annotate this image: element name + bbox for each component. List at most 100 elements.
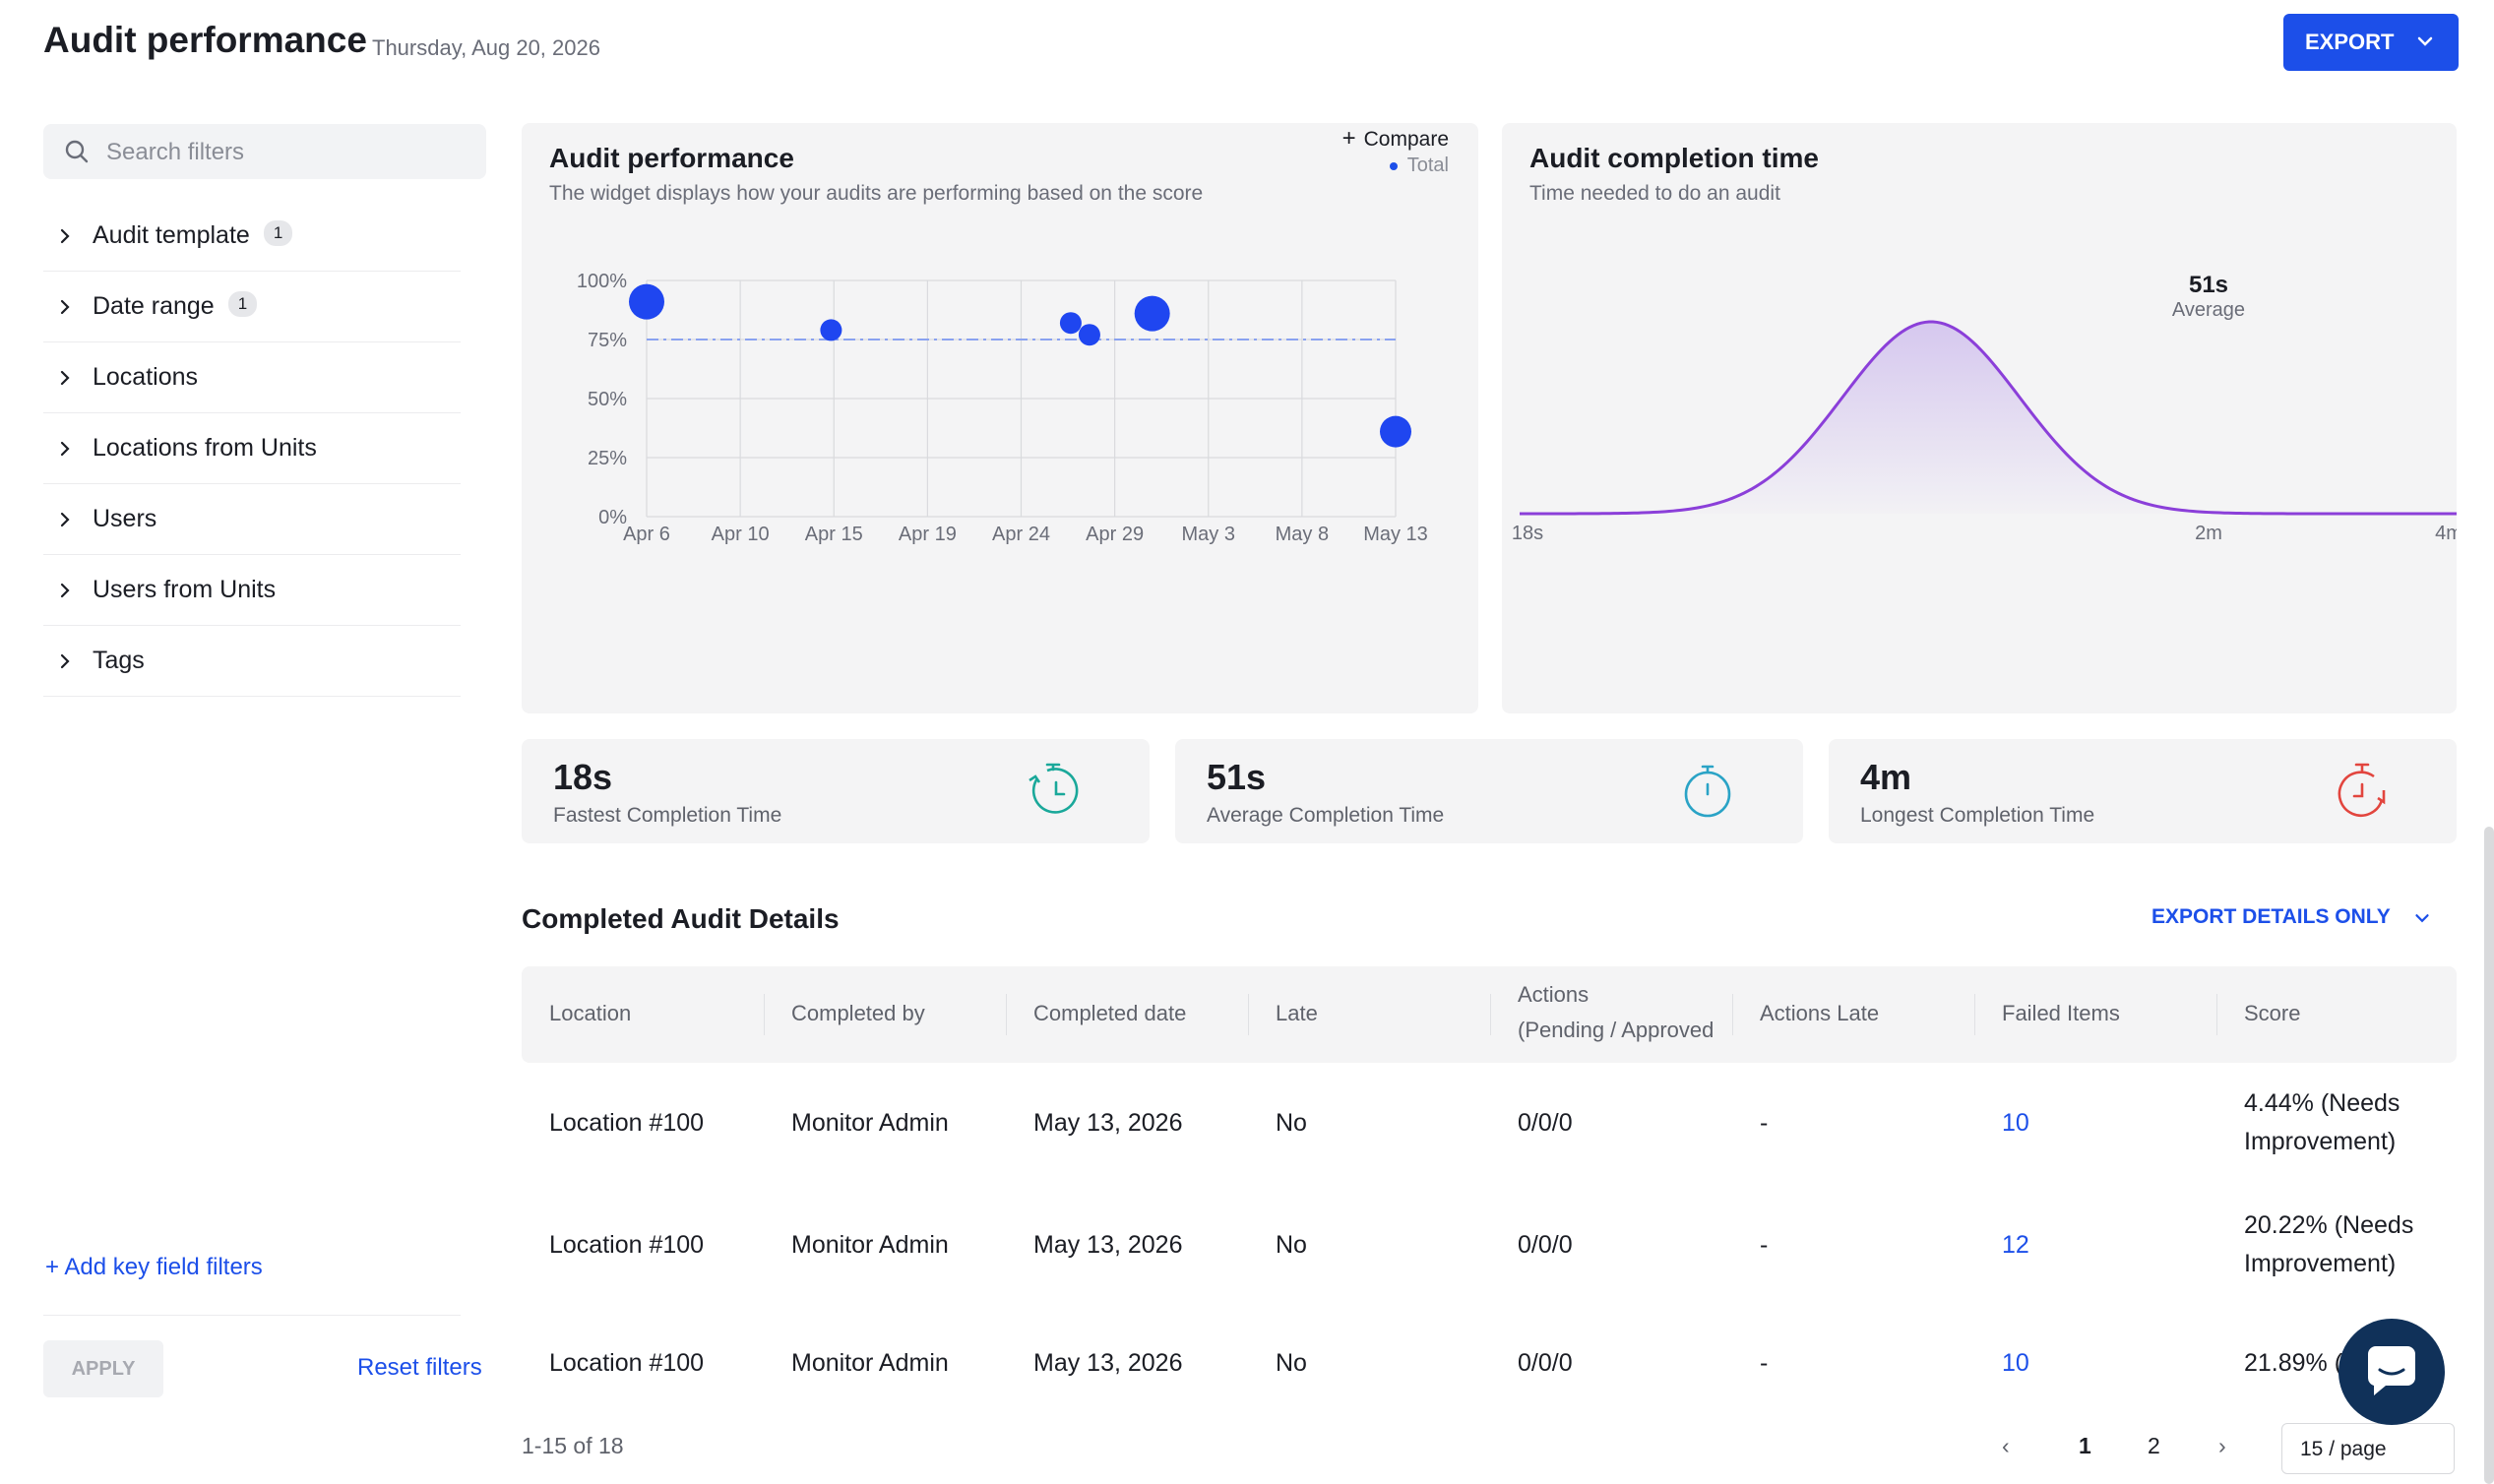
column-divider (1490, 994, 1491, 1035)
column-header[interactable]: Location (549, 1001, 632, 1025)
page-1-button[interactable]: 1 (2079, 1433, 2091, 1458)
distribution-area (1520, 322, 2457, 514)
peak-value-label: 51s (2189, 272, 2228, 298)
filter-item-date-range[interactable]: Date range 1 (43, 272, 461, 342)
page-size-value: 15 / page (2300, 1438, 2387, 1460)
filter-label: Locations from Units (93, 434, 317, 463)
table-cell: Monitor Admin (791, 1349, 949, 1377)
reset-filters-link[interactable]: Reset filters (357, 1354, 482, 1381)
table-cell[interactable]: 10 (2002, 1109, 2029, 1137)
compare-label: Compare (1363, 128, 1449, 151)
stat-label: Fastest Completion Time (553, 804, 782, 827)
table-cell: No (1276, 1349, 1307, 1377)
filter-item-tags[interactable]: Tags (43, 626, 461, 697)
stat-label: Average Completion Time (1207, 804, 1445, 827)
column-header[interactable]: Completed date (1033, 1001, 1187, 1025)
x-tick-label: Apr 24 (992, 524, 1050, 545)
scrollbar[interactable] (2484, 827, 2494, 1484)
table-cell: May 13, 2026 (1033, 1109, 1183, 1137)
y-tick-label: 75% (588, 330, 627, 351)
filter-item-locations[interactable]: Locations (43, 342, 461, 413)
stat-label: Longest Completion Time (1860, 804, 2095, 827)
widget-subtitle: The widget displays how your audits are … (549, 182, 1204, 205)
filter-label: Date range 1 (93, 291, 258, 321)
table-cell: Monitor Admin (791, 1231, 949, 1259)
add-key-field-filters-link[interactable]: + Add key field filters (45, 1254, 263, 1280)
filter-label: Users (93, 505, 156, 533)
column-header[interactable]: Completed by (791, 1001, 925, 1025)
table-cell: - (1760, 1349, 1769, 1377)
x-tick-label: May 13 (1363, 524, 1428, 545)
chat-button[interactable] (2338, 1319, 2445, 1425)
export-button[interactable]: EXPORT (2283, 14, 2459, 71)
x-tick-label: Apr 6 (623, 524, 670, 545)
column-header[interactable]: Score (2244, 1001, 2301, 1025)
export-button-label: EXPORT (2305, 30, 2395, 54)
table-cell: No (1276, 1109, 1307, 1137)
chevron-right-icon (60, 583, 70, 598)
data-point[interactable] (1134, 295, 1170, 332)
chevron-right-icon (60, 299, 70, 315)
pagination-range: 1-15 of 18 (522, 1433, 624, 1458)
filter-label: Audit template 1 (93, 220, 293, 250)
compare-button[interactable]: + Compare (1342, 125, 1449, 153)
table-cell: Location #100 (549, 1231, 705, 1259)
table-cell: May 13, 2026 (1033, 1349, 1183, 1377)
legend-dot-icon (1389, 161, 1398, 170)
data-point[interactable] (629, 283, 664, 320)
table-cell: Location #100 (549, 1109, 705, 1137)
filter-item-audit-template[interactable]: Audit template 1 (43, 201, 461, 272)
x-tick-label: 4m (2435, 523, 2457, 544)
stat-value: 51s (1207, 757, 1267, 797)
apply-button[interactable]: APPLY (43, 1340, 163, 1397)
x-tick-label: 18s (1512, 523, 1543, 544)
x-tick-label: 2m (2195, 523, 2222, 544)
filter-item-users[interactable]: Users (43, 484, 461, 555)
prev-page-icon[interactable]: ‹ (2002, 1433, 2010, 1458)
table-cell[interactable]: 12 (2002, 1231, 2029, 1259)
page-size-select[interactable]: 15 / page (2281, 1423, 2455, 1474)
filter-label-text: Users from Units (93, 576, 277, 603)
average-completion-card: 51s Average Completion Time (1175, 739, 1803, 843)
data-point[interactable] (820, 319, 842, 341)
legend-total[interactable]: Total (1389, 155, 1449, 177)
column-divider (1974, 994, 1975, 1035)
data-point[interactable] (1380, 415, 1411, 448)
filter-label-text: Locations (93, 363, 199, 391)
x-tick-label: Apr 19 (899, 524, 957, 545)
data-point[interactable] (1059, 312, 1082, 335)
fastest-completion-card: 18s Fastest Completion Time (522, 739, 1150, 843)
filter-item-users-from-units[interactable]: Users from Units (43, 555, 461, 626)
filter-item-locations-from-units[interactable]: Locations from Units (43, 413, 461, 484)
column-divider (1006, 994, 1007, 1035)
table-cell: Location #100 (549, 1349, 705, 1377)
widget-title: Audit completion time (1529, 143, 1819, 173)
column-header[interactable]: Actions (Pending / Approved (1518, 982, 1715, 1042)
filter-label-text: Tags (93, 647, 145, 674)
column-header[interactable]: Late (1276, 1001, 1318, 1025)
peak-caption-label: Average (2172, 299, 2245, 321)
filter-label-text: Users (93, 505, 157, 532)
audit-performance-widget: Audit performance The widget displays ho… (522, 123, 1478, 713)
legend-total-label: Total (1406, 155, 1449, 176)
table-cell[interactable]: 10 (2002, 1349, 2029, 1377)
filter-count-badge: 1 (227, 291, 258, 318)
column-header[interactable]: Actions Late (1760, 1001, 1880, 1025)
search-filters-input[interactable]: Search filters (43, 124, 486, 179)
filters-sidebar: Search filters Audit template 1 Date range… (8, 77, 490, 1484)
chevron-right-icon (60, 441, 70, 457)
export-details-button[interactable]: EXPORT DETAILS ONLY (2151, 905, 2429, 929)
data-point[interactable] (1078, 324, 1100, 346)
column-header[interactable]: Failed Items (2002, 1001, 2120, 1025)
table-cell: No (1276, 1231, 1307, 1259)
column-divider (1732, 994, 1733, 1035)
table-cell: 4.44% (Needs Improvement) (2244, 1089, 2400, 1155)
page-2-button[interactable]: 2 (2148, 1433, 2160, 1458)
audit-completion-time-widget: Audit completion time Time needed to do … (1502, 123, 2457, 713)
widget-subtitle: Time needed to do an audit (1529, 182, 1780, 205)
filter-label: Tags (93, 647, 145, 675)
next-page-icon[interactable]: › (2218, 1433, 2226, 1458)
stat-value: 18s (553, 757, 613, 797)
table-cell: Monitor Admin (791, 1109, 949, 1137)
